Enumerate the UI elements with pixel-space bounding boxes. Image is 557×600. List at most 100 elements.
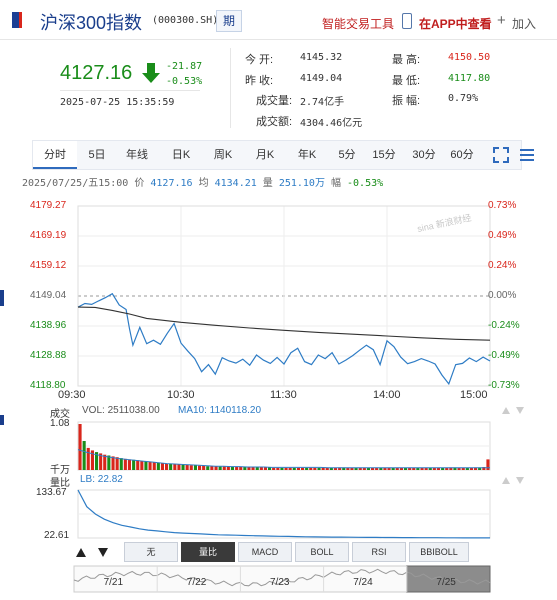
volume-bar (457, 467, 461, 470)
info-price: 4127.16 (150, 178, 193, 189)
up-arrow-icon[interactable] (502, 477, 510, 484)
indicator-volume-ratio[interactable]: 量比 (181, 542, 235, 562)
volume-bar (375, 467, 379, 470)
scroll-up-icon[interactable] (76, 548, 86, 557)
volume-bar (305, 467, 309, 470)
low-value: 4117.80 (448, 73, 491, 84)
y-axis-left-label: 4149.04 (30, 290, 67, 301)
y-axis-left-label: 4159.12 (30, 260, 67, 271)
plus-icon[interactable]: + (497, 12, 506, 29)
fullscreen-icon[interactable] (492, 146, 510, 164)
tab-15min[interactable]: 15分 (372, 149, 396, 161)
tab-yearline[interactable]: 年线 (126, 149, 148, 161)
volume-bar (115, 457, 119, 470)
price-change-percent: -0.53% (166, 76, 203, 87)
volume-bar (445, 467, 449, 470)
indicator-bbiboll[interactable]: BBIBOLL (409, 542, 469, 562)
volume-bar (173, 464, 177, 470)
ratio-y-bottom: 22.61 (44, 530, 70, 541)
indicator-rsi[interactable]: RSI (352, 542, 406, 562)
volume-bar (235, 467, 239, 470)
up-arrow-icon[interactable] (502, 407, 510, 414)
tab-5day[interactable]: 5日 (88, 149, 106, 161)
volume-bar (82, 441, 86, 470)
volume-bar (354, 467, 358, 470)
volume-bar (268, 467, 272, 470)
y-axis-left-label: 4118.80 (30, 380, 66, 391)
y-axis-left-label: 4179.27 (30, 200, 67, 211)
y-axis-left-label: 4169.19 (30, 230, 67, 241)
volume-bar (371, 467, 375, 470)
volume-value-label: VOL: 2511038.00 (82, 405, 160, 416)
navigator-label: 7/23 (270, 577, 290, 588)
volume-bar (189, 465, 193, 470)
volume-bar (259, 467, 263, 470)
volume-bar (272, 467, 276, 470)
volume-bar (461, 467, 465, 470)
volume-bar (198, 465, 202, 470)
info-price-label: 价 (134, 178, 145, 189)
navigator-selection (406, 565, 491, 593)
volume-bar (127, 459, 131, 470)
price-line (77, 292, 491, 386)
period-button[interactable]: 期 (216, 10, 242, 32)
tab-5min[interactable]: 5分 (338, 149, 356, 161)
volume-bar (90, 450, 94, 470)
y-axis-right-label: 0.73% (488, 200, 517, 211)
tab-weekly-k[interactable]: 周K (213, 149, 233, 161)
down-arrow-icon[interactable] (516, 477, 524, 484)
volume-bar (123, 458, 127, 470)
tab-monthly-k[interactable]: 月K (255, 149, 275, 161)
y-axis-right-label: -0.73% (488, 380, 520, 391)
amount-label: 成交额: (256, 116, 293, 128)
volume-bar (156, 462, 160, 470)
volume-bar (465, 467, 469, 470)
y-axis-right-label: 0.49% (488, 230, 517, 241)
volume-bar (103, 454, 107, 470)
indicator-none[interactable]: 无 (124, 542, 178, 562)
scroll-down-icon[interactable] (98, 548, 108, 557)
indicator-scroll (76, 548, 108, 557)
prev-close-value: 4149.04 (300, 73, 343, 84)
left-edge-marker (0, 415, 4, 425)
open-in-app-link[interactable]: 在APP中查看 (419, 17, 492, 31)
volume-bar (160, 463, 164, 470)
down-arrow-icon[interactable] (516, 407, 524, 414)
add-to-watchlist-link[interactable]: 加入 (512, 17, 537, 31)
volume-bar (366, 467, 370, 470)
volume-bar (86, 447, 90, 470)
volume-bar (177, 464, 181, 470)
amount-value: 4304.46亿元 (300, 118, 363, 129)
volume-bar (449, 467, 453, 470)
volume-bar (350, 467, 354, 470)
tab-daily-k[interactable]: 日K (171, 149, 191, 161)
volume-unit: 千万 (50, 465, 70, 476)
amplitude-value: 0.79% (448, 93, 479, 104)
volume-bar (107, 455, 111, 470)
tab-60min[interactable]: 60分 (450, 149, 474, 161)
indicator-macd[interactable]: MACD (238, 542, 292, 562)
tab-intraday[interactable]: 分时 (33, 141, 77, 169)
volume-bar (424, 467, 428, 470)
left-edge-marker (0, 290, 4, 306)
current-price: 4127.16 (60, 62, 133, 84)
ratio-y-top: 133.67 (36, 487, 67, 498)
indicator-boll[interactable]: BOLL (295, 542, 349, 562)
menu-icon[interactable] (518, 146, 536, 164)
info-amp: -0.53% (347, 178, 384, 189)
tab-30min[interactable]: 30分 (412, 149, 436, 161)
watermark: sina 新浪财经 (416, 212, 472, 234)
chart-frame (77, 205, 491, 387)
volume-bar (395, 467, 399, 470)
volume-bar (404, 467, 408, 470)
tab-yearly-k[interactable]: 年K (297, 149, 317, 161)
volume-ratio-line (77, 489, 490, 539)
x-axis-label: 10:30 (167, 389, 195, 401)
volume-bar (78, 424, 82, 470)
info-date: 2025/07/25/五15:00 (22, 178, 129, 189)
volume-bar (453, 467, 457, 470)
smart-trade-tool-link[interactable]: 智能交易工具 (322, 17, 395, 31)
y-axis-left-label: 4128.88 (30, 350, 67, 361)
volume-bar (478, 467, 482, 470)
